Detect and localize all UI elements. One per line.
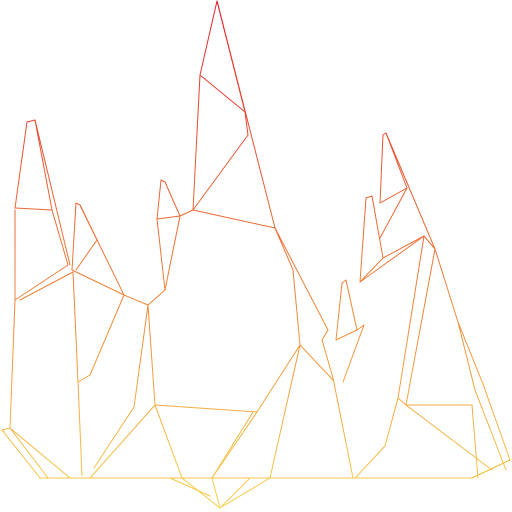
wireframe-edge [199,74,246,113]
wireframe-edge [384,397,399,447]
wireframe-edge [51,209,69,266]
wireframe-edge [423,235,436,250]
wireframe-edge [397,397,407,406]
wireframe-edge [221,477,251,507]
wireframe-edge [474,389,507,471]
wireframe-edge [219,477,271,509]
wireframe-edge [382,132,387,136]
wireframe-edge [434,248,459,323]
wireframe-edge [199,0,218,76]
wireframe-edge [342,324,365,383]
wireframe-edge [359,197,367,283]
wireframe-edge [192,209,276,229]
wireframe-edge [192,74,201,211]
wireframe-edge [335,282,343,341]
wireframe-edge [365,195,373,199]
wireframe-edge [14,207,53,211]
wireframe-edge [164,181,181,217]
wireframe-edge [26,119,36,123]
wireframe-edge [211,411,258,479]
wireframe-edge [71,269,125,296]
wireframe-edge [1,429,5,433]
wireframe-edge [1,427,11,431]
wireframe-edge [457,321,484,385]
wireframe-edge [359,235,425,283]
wireframe-edge [457,321,476,391]
wireframe-edge [160,179,166,183]
wireframe-edge [405,248,436,406]
wireframe-edge [93,406,135,469]
wireframe-edge [77,381,83,477]
wireframe-edge [156,179,162,220]
wireframe-edge [335,329,358,341]
wireframe-edge [332,377,354,479]
wireframe-edge [244,111,249,136]
wireframe-edge [274,227,329,331]
wireframe-edge [89,294,125,376]
wireframe-edge [397,235,425,399]
wireframe-edge [34,119,53,211]
wireframe-edge [9,427,49,479]
wireframe-edge [192,134,249,211]
wireframe-edge [9,299,16,429]
wireframe-edge [359,257,384,283]
wireframe-edge [34,119,71,266]
wireframe-edge [75,239,98,271]
wireframe-edge [292,269,301,346]
wireframe-edge [79,204,125,296]
wireframe-edge [379,187,408,239]
wireframe-edge [385,132,436,250]
wireframe-edge [164,215,181,291]
wireframe-edge [156,218,166,291]
wireframe-edge [14,121,28,209]
wireframe-edge [169,477,211,497]
wireframe-edge [147,289,166,306]
wireframe-edge [154,404,183,479]
wireframe-edge [1,429,41,479]
wireframe-edge [133,304,149,408]
wireframe-edge [482,383,511,461]
wireframe-edge [19,271,74,301]
wireframe-edge [355,445,386,478]
wireframe-edge [71,202,77,271]
wireframe-edge [405,404,493,471]
wireframe-edge [89,404,156,479]
wireframe-edge [299,344,334,381]
wireframe-edge [321,339,334,379]
wireframe-edge [179,209,194,217]
wireframe-edge [123,294,149,306]
wireframe-edge [269,344,301,479]
wireframe-edge [77,374,91,383]
wireframe-edge [356,324,365,331]
wireframe-edge [9,427,71,479]
wireframe-edge [156,215,181,220]
wireframe-edge [14,264,69,301]
wireframe-edge [379,187,408,204]
wireframe-edge [379,134,384,204]
wireframe-edge [371,195,384,259]
wireframe-edge [471,404,479,479]
wireframe-edge [471,459,511,479]
wireframe-edge [72,271,79,383]
wireframe-edge [211,477,221,509]
wireframe-edge [256,344,301,413]
wireframe-edge [341,279,347,284]
wireframe-edge [211,411,254,479]
wireframe-edge [216,0,276,229]
wireframe-edge [382,235,425,259]
wireframe-edge [345,279,358,331]
wireframe-edge [75,202,81,206]
wireframe-edge [181,477,221,509]
wireframe-edge [154,404,258,413]
wireframe-edge [274,227,294,271]
wireframe-edge [321,329,329,341]
wireframe-edge [147,304,156,406]
